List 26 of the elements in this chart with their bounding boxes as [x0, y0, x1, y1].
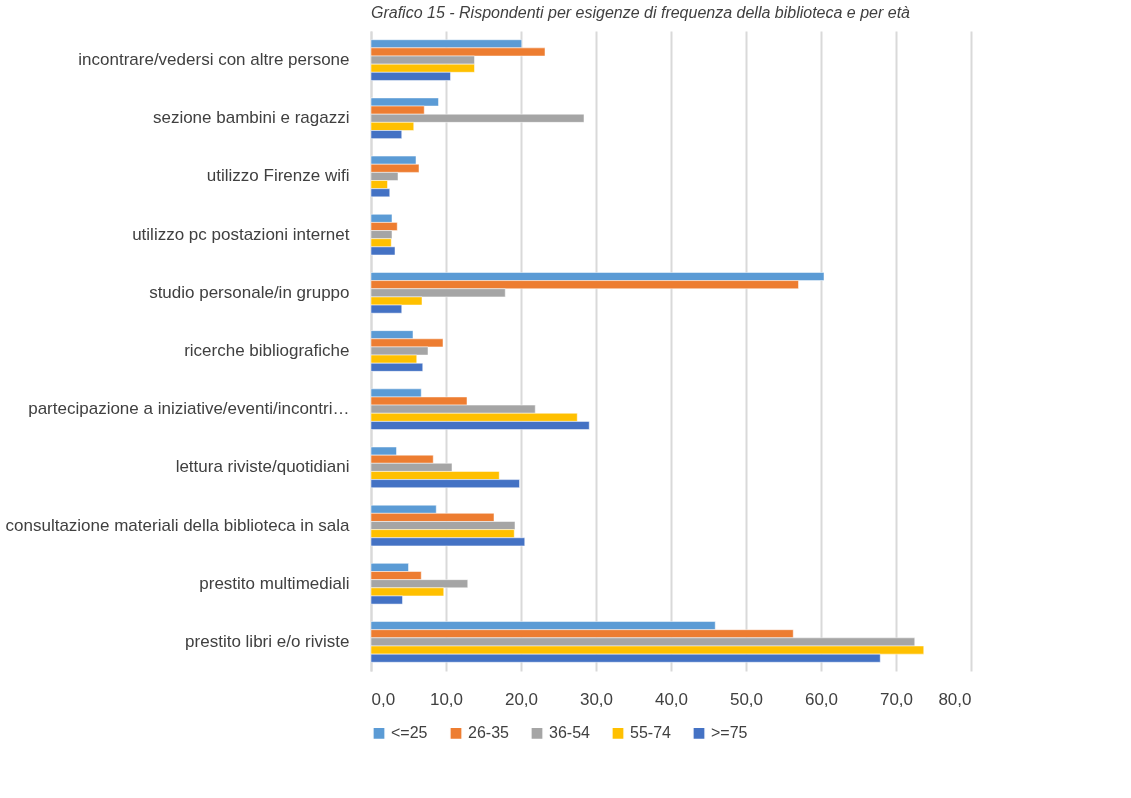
legend-label: >=75 — [711, 724, 748, 742]
y-tick-label: partecipazione a iniziative/eventi/incontri… — [28, 399, 350, 419]
x-tick-label: 80,0 — [938, 689, 972, 709]
x-tick-label: 70,0 — [879, 689, 914, 709]
y-tick-label: consultazione materiali della biblioteca in sala — [5, 515, 351, 535]
y-tick-label: utilizzo Firenze wifi — [206, 166, 350, 186]
y-tick-label: utilizzo pc postazioni internet — [132, 224, 350, 244]
y-tick-label: lettura riviste/quotidiani — [175, 457, 350, 477]
x-tick-label: 0,0 — [371, 689, 396, 709]
x-tick-label: 20,0 — [504, 689, 539, 709]
y-tick-label: incontrare/vedersi con altre persone — [78, 50, 350, 70]
y-tick-label: prestito libri e/o riviste — [185, 631, 350, 651]
y-tick-label: studio personale/in gruppo — [149, 282, 350, 302]
x-tick-label: 30,0 — [579, 689, 614, 709]
chart-title: Grafico 15 - Rispondenti per esigenze di frequenza della biblioteca e per età — [371, 4, 911, 21]
x-tick-label: 40,0 — [654, 689, 689, 709]
legend-label: <=25 — [391, 724, 428, 742]
y-tick-label: ricerche bibliografiche — [184, 341, 350, 360]
legend-label: 36-54 — [549, 724, 591, 742]
legend-label: 55-74 — [630, 724, 672, 742]
legend-label: 26-35 — [468, 724, 510, 742]
x-tick-label: 50,0 — [729, 689, 764, 709]
x-tick-label: 60,0 — [804, 689, 839, 709]
x-tick-label: 10,0 — [429, 689, 464, 709]
y-tick-label: sezione bambini e ragazzi — [152, 108, 350, 128]
y-tick-label: prestito multimediali — [199, 573, 350, 593]
